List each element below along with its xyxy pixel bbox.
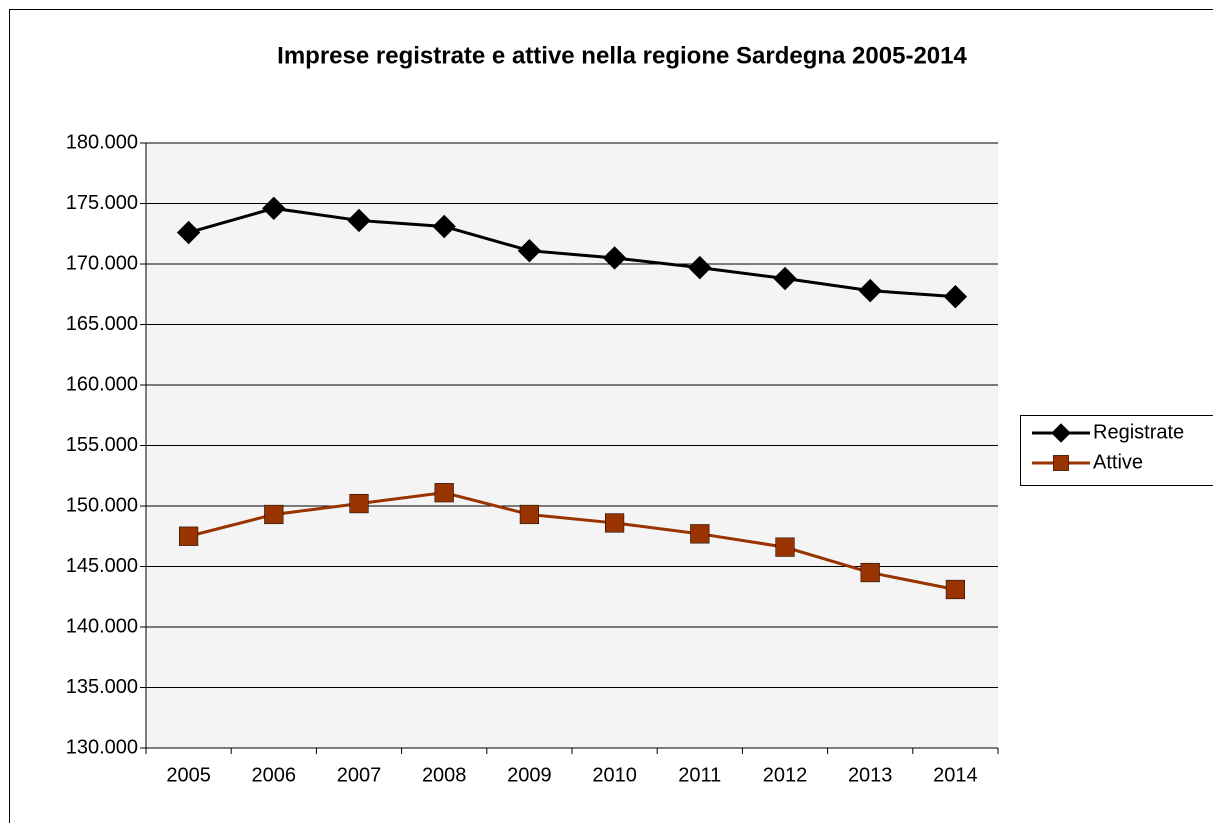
marker (690, 524, 710, 544)
marker (432, 214, 456, 239)
y-tick-label: 150.000 (66, 494, 138, 516)
marker (517, 238, 542, 263)
x-tick-label: 2005 (166, 764, 211, 786)
line (188, 206, 956, 299)
y-tick-label: 165.000 (66, 313, 138, 335)
marker (179, 526, 199, 546)
marker (262, 196, 286, 221)
y-tick-label: 145.000 (66, 555, 138, 577)
marker (1053, 455, 1069, 471)
marker (943, 284, 968, 309)
marker (264, 504, 284, 525)
x-tick-label: 2012 (763, 764, 808, 786)
chart-title: Imprese registrate e attive nella region… (277, 42, 967, 69)
x-tick-label: 2008 (422, 764, 467, 786)
marker (176, 220, 201, 245)
y-tick-label: 155.000 (66, 434, 138, 456)
y-tick-label: 170.000 (66, 252, 138, 274)
marker (349, 493, 369, 514)
legend-label: Attive (1093, 451, 1143, 473)
marker (860, 562, 880, 583)
x-tick-label: 2011 (678, 764, 721, 786)
legend-box (1020, 415, 1213, 486)
y-tick-label: 160.000 (66, 373, 138, 395)
y-tick-label: 175.000 (66, 192, 138, 214)
x-tick-label: 2014 (933, 764, 978, 786)
line (188, 491, 956, 591)
marker (858, 278, 882, 303)
legend-label: Registrate (1093, 421, 1184, 443)
y-tick-label: 130.000 (66, 736, 138, 758)
marker (688, 255, 712, 280)
marker (605, 513, 625, 533)
x-tick-label: 2010 (592, 764, 637, 786)
marker (434, 483, 454, 503)
marker (519, 504, 539, 525)
y-tick-label: 140.000 (66, 615, 138, 637)
x-tick-label: 2013 (848, 764, 893, 786)
x-tick-label: 2007 (337, 764, 382, 786)
marker (773, 266, 797, 291)
marker (945, 579, 965, 600)
x-tick-label: 2009 (507, 764, 552, 786)
marker (602, 246, 627, 270)
marker (1051, 423, 1071, 443)
marker (347, 208, 371, 233)
y-tick-label: 180.000 (66, 131, 138, 153)
marker (775, 537, 795, 557)
y-tick-label: 135.000 (66, 676, 138, 698)
x-tick-label: 2006 (252, 764, 297, 786)
